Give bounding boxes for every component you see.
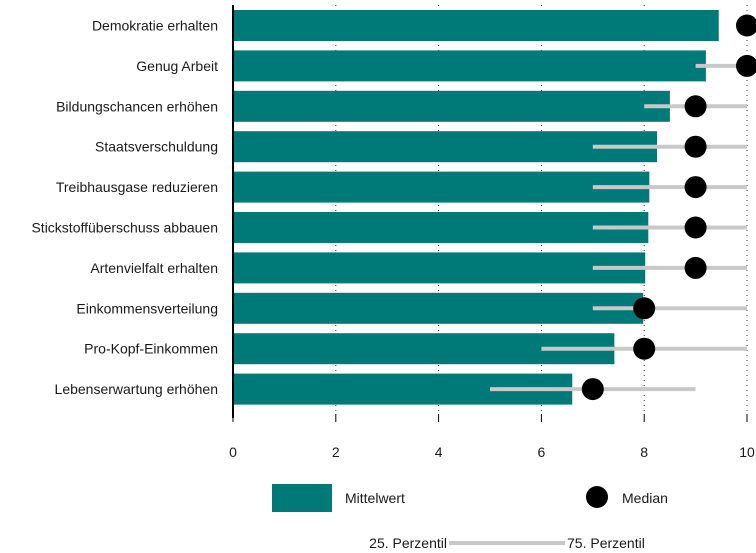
category-label: Genug Arbeit bbox=[136, 58, 218, 74]
bar bbox=[233, 252, 646, 284]
category-label: Pro-Kopf-Einkommen bbox=[84, 341, 218, 357]
category-label: Staatsverschuldung bbox=[95, 139, 218, 155]
x-tick-label: 2 bbox=[332, 444, 340, 460]
median-marker bbox=[684, 95, 707, 118]
median-markers bbox=[581, 14, 756, 401]
legend-p25-label: 25. Perzentil bbox=[369, 535, 447, 551]
median-marker bbox=[736, 14, 756, 37]
median-marker bbox=[684, 216, 707, 239]
bar bbox=[233, 50, 706, 82]
median-marker bbox=[736, 54, 756, 77]
mean-bars bbox=[233, 10, 719, 405]
category-label: Demokratie erhalten bbox=[92, 18, 218, 34]
bar bbox=[233, 90, 670, 122]
category-label: Einkommensverteilung bbox=[76, 300, 218, 316]
category-label: Bildungschancen erhöhen bbox=[56, 98, 218, 114]
median-marker bbox=[581, 378, 604, 401]
x-tick-label: 8 bbox=[640, 444, 648, 460]
category-label: Lebenserwartung erhöhen bbox=[55, 381, 218, 397]
median-marker bbox=[633, 297, 656, 320]
bar bbox=[233, 292, 644, 324]
legend-mean-label: Mittelwert bbox=[345, 490, 405, 506]
x-tick-label: 6 bbox=[538, 444, 546, 460]
x-axis: 0 2 4 6 8 10 bbox=[229, 5, 755, 460]
category-label: Artenvielfalt erhalten bbox=[90, 260, 218, 276]
category-label: Treibhausgase reduzieren bbox=[56, 179, 218, 195]
median-marker bbox=[684, 256, 707, 279]
bar bbox=[233, 131, 658, 163]
median-marker bbox=[684, 135, 707, 158]
x-tick-label: 4 bbox=[435, 444, 443, 460]
median-marker bbox=[684, 176, 707, 199]
bar bbox=[233, 212, 649, 243]
bar bbox=[233, 10, 719, 41]
x-tick-label: 0 bbox=[229, 444, 237, 460]
legend-median-marker bbox=[586, 486, 608, 508]
bar bbox=[233, 171, 650, 203]
legend-median-label: Median bbox=[622, 490, 668, 506]
legend: Mittelwert Median 25. Perzentil 75. Perz… bbox=[272, 484, 668, 551]
category-labels: Demokratie erhalten Genug Arbeit Bildungsc… bbox=[31, 18, 218, 398]
legend-mean-swatch bbox=[272, 484, 332, 512]
median-marker bbox=[633, 337, 656, 360]
legend-p75-label: 75. Perzentil bbox=[567, 535, 645, 551]
x-tick-label: 10 bbox=[739, 444, 755, 460]
category-label: Stickstoffüberschuss abbauen bbox=[31, 220, 218, 236]
